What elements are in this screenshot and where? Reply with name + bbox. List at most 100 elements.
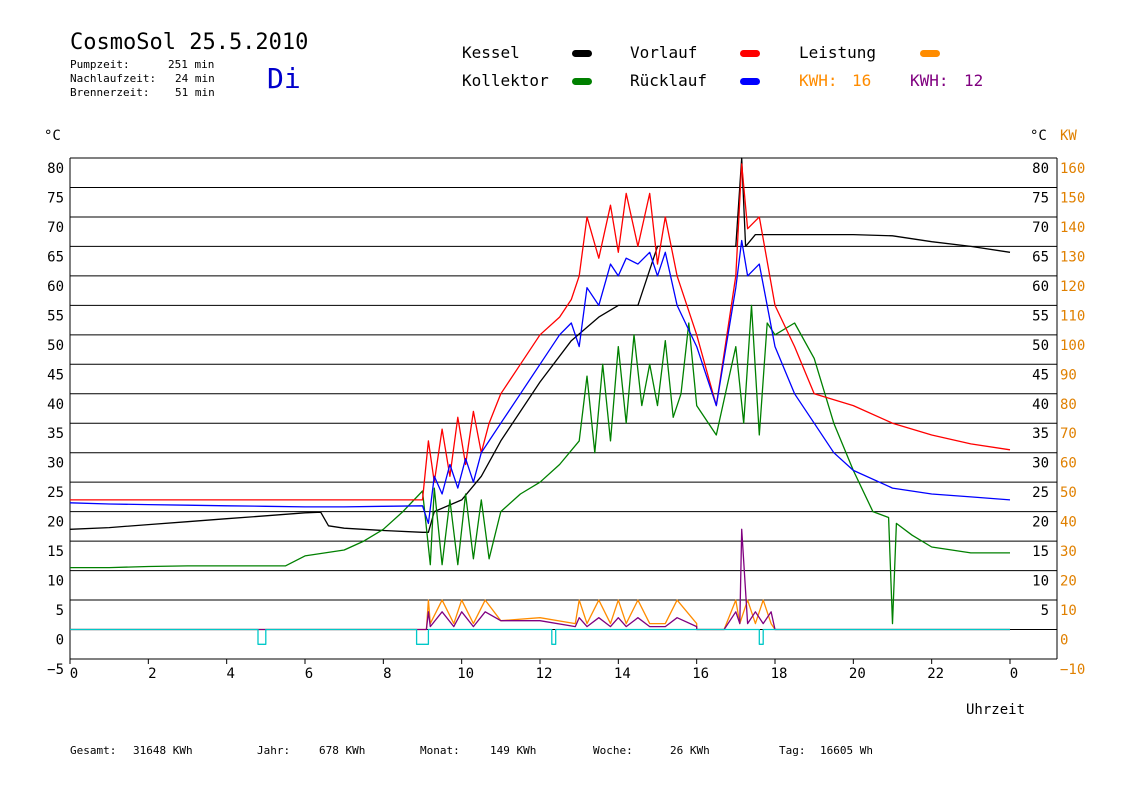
y2-tick: 140	[1060, 220, 1085, 236]
y2-tick: 20	[1060, 574, 1077, 590]
y2-tick: 160	[1060, 161, 1085, 177]
legend-kwh-label-orange: KWH:	[799, 71, 838, 90]
x-tick-label: 2	[148, 666, 156, 682]
footer-jahr-label: Jahr:	[257, 744, 291, 757]
y2-tick: 30	[1060, 544, 1077, 560]
y-tick-right: 70	[1032, 220, 1049, 236]
y2-tick: 70	[1060, 426, 1077, 442]
x-tick-label: 20	[849, 666, 866, 682]
footer-tag-value: 16605 Wh	[820, 744, 873, 757]
y2-tick: 0	[1060, 633, 1068, 649]
footer-woche-value: 26 KWh	[670, 744, 710, 757]
y2-tick: −10	[1060, 662, 1085, 678]
y2-tick: 120	[1060, 279, 1085, 295]
footer-gesamt-label: Gesamt:	[70, 744, 117, 757]
y-tick-right: 55	[1032, 308, 1049, 324]
legend-kwh-label-purple: KWH:	[910, 71, 949, 90]
x-tick-label: 12	[536, 666, 553, 682]
y-tick-right: 65	[1032, 249, 1049, 265]
y-tick-left: 10	[47, 574, 64, 590]
stat-value-brennerzeit: 51 min	[175, 86, 215, 99]
y2-tick: 10	[1060, 603, 1077, 619]
y2-tick: 110	[1060, 308, 1085, 324]
footer-monat-label: Monat:	[420, 744, 460, 757]
x-tick-label: 6	[305, 666, 313, 682]
y-tick-left: 70	[47, 220, 64, 236]
stat-label-nachlaufzeit: Nachlaufzeit:	[70, 72, 157, 85]
footer-woche-label: Woche:	[593, 744, 633, 757]
legend-swatch-ruecklauf	[740, 78, 760, 85]
x-axis-label: Uhrzeit	[966, 702, 1026, 718]
series-line-vorlauf	[70, 163, 1011, 501]
series-line-leistung	[70, 599, 1010, 631]
x-tick-label: 0	[70, 666, 78, 682]
chart-title: CosmoSol 25.5.2010	[70, 30, 309, 55]
series-line-kessel	[69, 157, 1011, 533]
y-tick-left: 5	[56, 603, 64, 619]
x-tick-label: 18	[771, 666, 788, 682]
y-tick-right: 75	[1032, 190, 1049, 206]
y2-tick: 130	[1060, 249, 1085, 265]
y-tick-right: 5	[1041, 603, 1049, 619]
y-tick-left: 20	[47, 515, 64, 531]
legend-kwh-value-purple: 12	[964, 71, 984, 90]
y-tick-left: −5	[47, 662, 64, 678]
y-tick-right: 80	[1032, 161, 1049, 177]
y2-unit: KW	[1060, 128, 1077, 144]
legend-label-kollektor: Kollektor	[462, 71, 549, 90]
y-unit-left: °C	[44, 128, 61, 144]
y2-tick: 40	[1060, 515, 1077, 531]
x-tick-label: 14	[614, 666, 631, 682]
y2-tick: 80	[1060, 397, 1077, 413]
y-tick-left: 0	[56, 633, 64, 649]
y2-tick: 150	[1060, 190, 1085, 206]
legend-label-leistung: Leistung	[799, 43, 877, 62]
stat-label-pumpzeit: Pumpzeit:	[70, 58, 130, 71]
stat-value-pumpzeit: 251 min	[168, 58, 215, 71]
y-tick-right: 35	[1032, 426, 1049, 442]
legend-label-vorlauf: Vorlauf	[630, 43, 698, 62]
y-tick-left: 45	[47, 367, 64, 383]
legend-swatch-leistung	[920, 50, 940, 57]
footer-monat-value: 149 KWh	[490, 744, 537, 757]
y2-tick: 60	[1060, 456, 1077, 472]
y-tick-left: 65	[47, 249, 64, 265]
y-unit-right: °C	[1030, 128, 1047, 144]
y2-tick: 90	[1060, 367, 1077, 383]
series-line-pumpe	[70, 628, 1010, 645]
y-tick-right: 20	[1032, 515, 1049, 531]
y-tick-left: 75	[47, 190, 64, 206]
footer-jahr-value: 678 KWh	[319, 744, 366, 757]
y-tick-right: 25	[1032, 485, 1049, 501]
y2-tick: 50	[1060, 485, 1077, 501]
x-tick-label: 16	[692, 666, 709, 682]
y-tick-right: 40	[1032, 397, 1049, 413]
series-line-leistung-kwh	[70, 528, 1010, 631]
legend-label-ruecklauf: Rücklauf	[630, 71, 708, 90]
footer-tag-label: Tag:	[779, 744, 806, 757]
x-tick-label: 4	[226, 666, 234, 682]
y-tick-left: 60	[47, 279, 64, 295]
y-tick-right: 50	[1032, 338, 1049, 354]
y-tick-left: 25	[47, 485, 64, 501]
y-tick-left: 40	[47, 397, 64, 413]
legend-label-kessel: Kessel	[462, 43, 520, 62]
y-tick-left: 35	[47, 426, 64, 442]
legend-swatch-kessel	[572, 50, 592, 57]
series-line-kollektor	[70, 304, 1010, 625]
stat-value-nachlaufzeit: 24 min	[175, 72, 215, 85]
y2-tick: 100	[1060, 338, 1085, 354]
y-tick-right: 60	[1032, 279, 1049, 295]
legend-kwh-value-orange: 16	[852, 71, 872, 90]
x-tick-label: 22	[927, 666, 944, 682]
legend-swatch-kollektor	[572, 78, 592, 85]
legend-swatch-vorlauf	[740, 50, 760, 57]
y-tick-right: 30	[1032, 456, 1049, 472]
x-tick-label: 10	[457, 666, 474, 682]
stat-label-brennerzeit: Brennerzeit:	[70, 86, 150, 99]
y-tick-right: 45	[1032, 367, 1049, 383]
day-name: Di	[267, 62, 301, 95]
y-tick-left: 50	[47, 338, 64, 354]
y-tick-left: 30	[47, 456, 64, 472]
